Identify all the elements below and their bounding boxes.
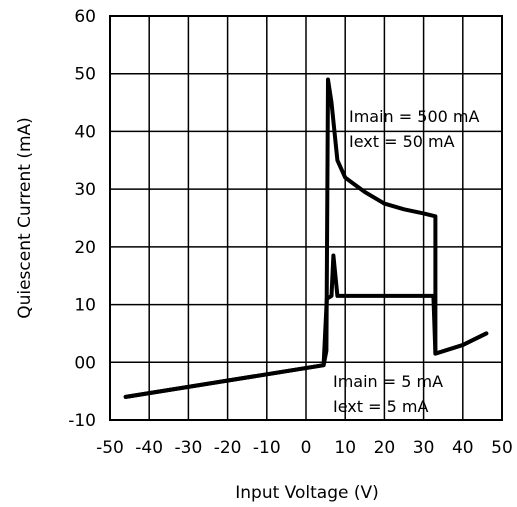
annotation-line: Iext = 50 mA (349, 132, 455, 151)
y-tick-label: 60 (74, 7, 96, 27)
annotation-line: Iext = 5 mA (333, 397, 428, 416)
x-tick-label: 10 (334, 438, 356, 458)
y-tick-label: 20 (74, 238, 96, 258)
annotation-5ma: Imain = 5 mA Iext = 5 mA (333, 372, 443, 416)
annotation-line: Imain = 5 mA (333, 372, 443, 391)
y-tick-label: 00 (74, 353, 96, 373)
y-tick-label: 30 (74, 180, 96, 200)
annotation-line: Imain = 500 mA (349, 107, 479, 126)
x-tick-label: 50 (491, 438, 513, 458)
y-tick-labels: -10 00 10 20 30 40 50 60 (68, 7, 96, 431)
x-tick-labels: -50 -40 -30 -20 -10 0 10 20 30 40 50 (96, 438, 513, 458)
x-tick-label: -10 (253, 438, 281, 458)
x-tick-label: 30 (413, 438, 435, 458)
y-axis-label: Quiescent Current (mA) (15, 117, 35, 319)
x-tick-label: 0 (301, 438, 312, 458)
y-tick-label: -10 (68, 411, 96, 431)
series-line-5ma (123, 253, 489, 399)
y-tick-label: 50 (74, 65, 96, 85)
x-tick-label: 40 (452, 438, 474, 458)
annotation-500ma: Imain = 500 mA Iext = 50 mA (349, 107, 479, 151)
series-lines (123, 77, 489, 399)
y-tick-label: 10 (74, 296, 96, 316)
x-tick-label: 20 (374, 438, 396, 458)
x-tick-label: -40 (135, 438, 163, 458)
x-tick-label: -20 (214, 438, 242, 458)
x-axis-label: Input Voltage (V) (235, 483, 379, 503)
x-tick-label: -30 (175, 438, 203, 458)
y-tick-label: 40 (74, 122, 96, 142)
plot-frame (109, 15, 503, 421)
x-tick-label: -50 (96, 438, 124, 458)
grid (109, 15, 503, 421)
